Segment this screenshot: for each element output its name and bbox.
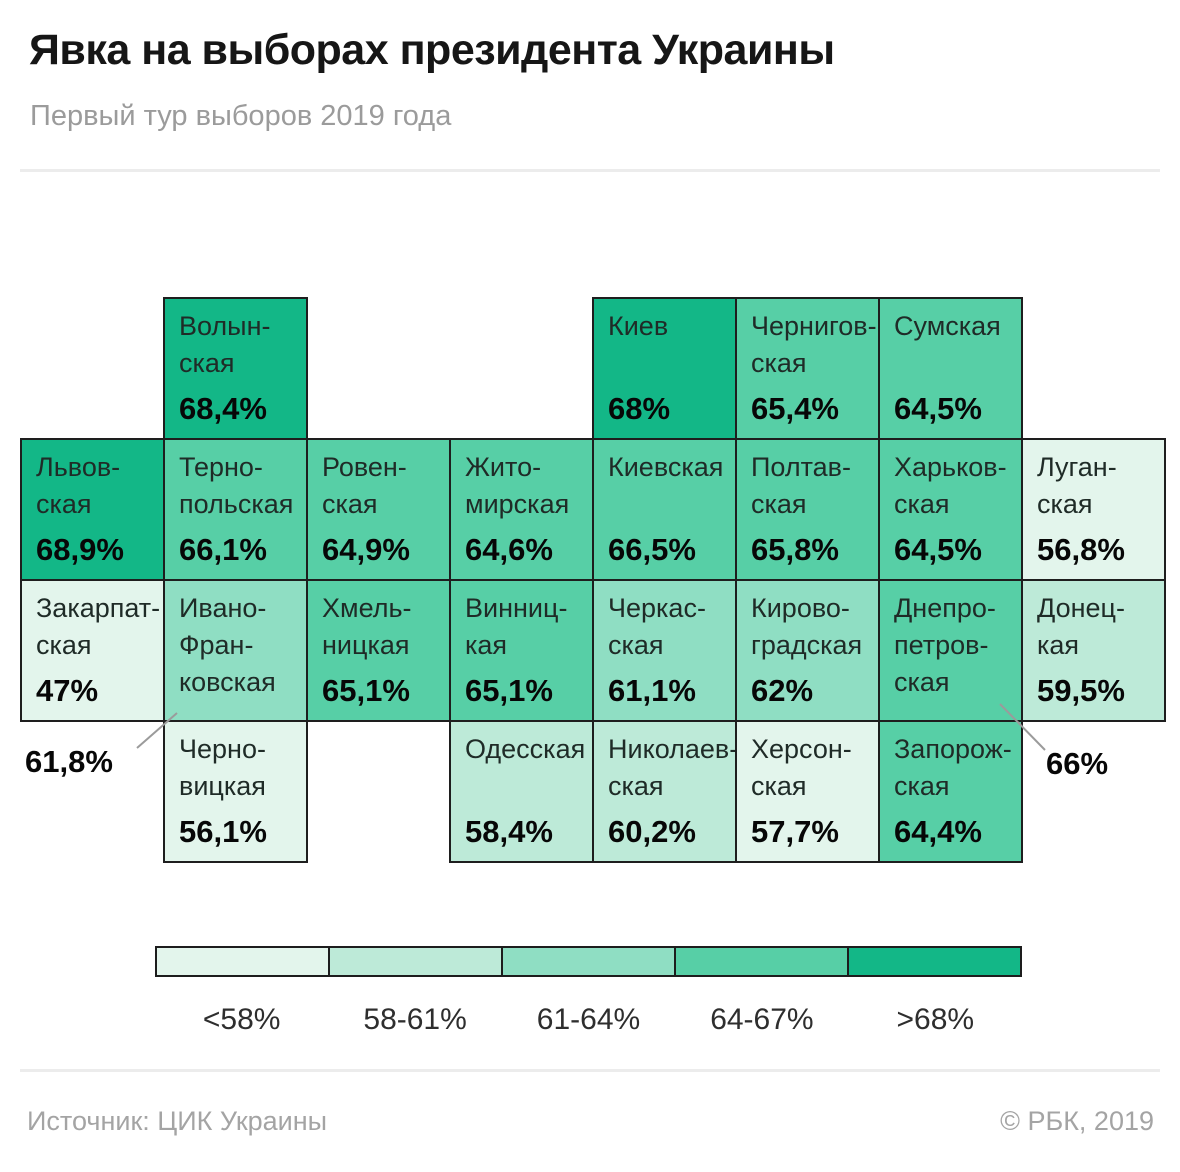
region-name: Николаев-ская: [608, 734, 739, 801]
region-turnout-value: 65,4%: [751, 391, 839, 426]
region-name: Черно-вицкая: [179, 734, 266, 801]
region-tile: Черно-вицкая 56,1%: [163, 720, 308, 863]
region-tile: Николаев-ская 60,2%: [592, 720, 739, 863]
region-name: Луган-ская: [1037, 452, 1117, 519]
region-name: Черкас-ская: [608, 593, 706, 660]
region-turnout-value: 64,5%: [894, 391, 982, 426]
legend-swatch: [330, 948, 503, 975]
region-tile: Донец-кая 59,5%: [1021, 579, 1166, 722]
region-turnout-value: 68,4%: [179, 391, 267, 426]
legend-label: 58-61%: [363, 1003, 467, 1036]
page-title: Явка на выборах президента Украины: [29, 26, 835, 74]
region-turnout-value: 62%: [751, 673, 814, 708]
region-name: Сумская: [894, 311, 1001, 341]
page-subtitle: Первый тур выборов 2019 года: [30, 100, 452, 132]
region-turnout-value: 64,9%: [322, 532, 410, 567]
region-tile: Одесская 58,4%: [449, 720, 594, 863]
region-tile: Полтав-ская 65,8%: [735, 438, 880, 581]
region-tile: Харьков-ская 64,5%: [878, 438, 1023, 581]
region-name: Киев: [608, 311, 669, 341]
region-tile: Львов-ская 68,9%: [20, 438, 165, 581]
region-name: Львов-ская: [36, 452, 121, 519]
region-tile: Терно-польская 66,1%: [163, 438, 308, 581]
region-turnout-value: 57,7%: [751, 814, 839, 849]
region-name: Кирово-градская: [751, 593, 863, 660]
legend-label: <58%: [202, 1003, 281, 1036]
region-turnout-value: 59,5%: [1037, 673, 1125, 708]
legend-swatch: [503, 948, 676, 975]
region-name: Киевская: [608, 452, 724, 482]
source-note: Источник: ЦИК Украины: [27, 1106, 328, 1136]
region-name: Полтав-ская: [751, 452, 851, 519]
region-tile: Ивано- Фран-ковская: [163, 579, 308, 722]
legend-label: 64-67%: [710, 1003, 814, 1036]
callout-turnout-value: 61,8%: [25, 744, 113, 779]
region-turnout-value: 66,5%: [608, 532, 696, 567]
region-name: Харьков-ская: [894, 452, 1007, 519]
footer-divider: [20, 1069, 1160, 1072]
region-turnout-value: 65,1%: [322, 673, 410, 708]
region-name: Донец-кая: [1037, 593, 1125, 660]
region-turnout-value: 65,1%: [465, 673, 553, 708]
region-tile: Сумская 64,5%: [878, 297, 1023, 440]
region-name: Ивано- Фран-ковская: [179, 593, 276, 697]
region-name: Хмель-ницкая: [322, 593, 412, 660]
region-turnout-value: 47%: [36, 673, 99, 708]
region-tile: Запорож-ская 64,4%: [878, 720, 1023, 863]
region-tile: Черкас-ская 61,1%: [592, 579, 737, 722]
legend-swatch: [157, 948, 330, 975]
region-tile: Кирово-градская 62%: [735, 579, 880, 722]
region-name: Чернигов-ская: [751, 311, 877, 378]
region-tile: Ровен-ская 64,9%: [306, 438, 451, 581]
region-turnout-value: 56,8%: [1037, 532, 1125, 567]
region-tile: Хмель-ницкая 65,1%: [306, 579, 451, 722]
legend-label: 61-64%: [536, 1003, 641, 1036]
region-tile: Закарпат-ская 47%: [20, 579, 165, 722]
region-tile: Днепро-петров-ская: [878, 579, 1023, 722]
legend-swatch: [676, 948, 849, 975]
region-turnout-value: 68%: [608, 391, 671, 426]
copyright-note: © РБК, 2019: [1000, 1106, 1154, 1136]
region-turnout-value: 65,8%: [751, 532, 839, 567]
region-name: Запорож-ская: [894, 734, 1012, 801]
header-divider: [20, 169, 1160, 172]
region-name: Херсон-ская: [751, 734, 852, 801]
region-turnout-value: 61,1%: [608, 673, 696, 708]
region-name: Одесская: [465, 734, 586, 764]
legend-color-scale: [155, 946, 1022, 977]
legend-label: >68%: [896, 1003, 975, 1036]
region-tile: Чернигов-ская 65,4%: [735, 297, 880, 440]
callout-turnout-value: 66%: [1046, 746, 1109, 781]
region-turnout-value: 64,6%: [465, 532, 553, 567]
region-tile: Киевская 66,5%: [592, 438, 737, 581]
region-name: Ровен-ская: [322, 452, 407, 519]
region-name: Жито-мирская: [465, 452, 570, 519]
region-name: Волын-ская: [179, 311, 271, 378]
region-name: Винниц-кая: [465, 593, 568, 660]
region-turnout-value: 58,4%: [465, 814, 553, 849]
region-tile: Херсон-ская 57,7%: [735, 720, 880, 863]
region-tile: Волын-ская 68,4%: [163, 297, 308, 440]
region-turnout-value: 64,4%: [894, 814, 982, 849]
region-tile: Винниц-кая 65,1%: [449, 579, 594, 722]
region-turnout-value: 60,2%: [608, 814, 696, 849]
region-tile: Жито-мирская 64,6%: [449, 438, 594, 581]
legend-swatch: [849, 948, 1020, 975]
region-turnout-value: 56,1%: [179, 814, 267, 849]
region-name: Закарпат-ская: [36, 593, 161, 660]
region-name: Терно-польская: [179, 452, 294, 519]
region-turnout-value: 64,5%: [894, 532, 982, 567]
region-name: Днепро-петров-ская: [894, 593, 996, 697]
region-tile: Луган-ская 56,8%: [1021, 438, 1166, 581]
region-turnout-value: 68,9%: [36, 532, 124, 567]
region-turnout-value: 66,1%: [179, 532, 267, 567]
region-tile: Киев 68%: [592, 297, 737, 440]
